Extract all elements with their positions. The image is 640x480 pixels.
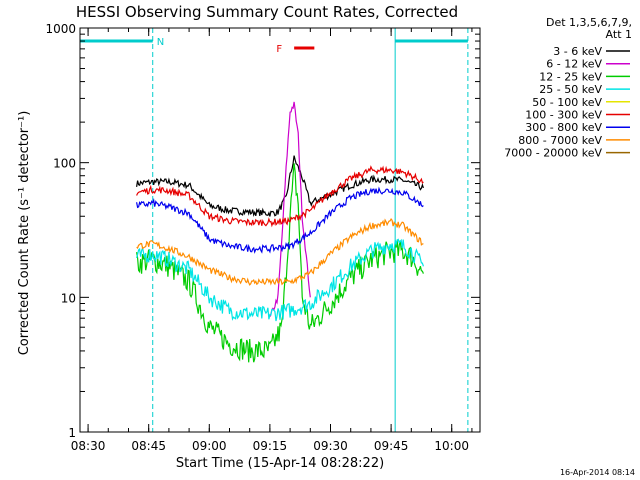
- x-tick-label-3: 09:15: [253, 439, 288, 453]
- x-tick-label-5: 09:45: [374, 439, 409, 453]
- legend-label-6: 300 - 800 keV: [525, 121, 602, 134]
- footer-stamp: 16-Apr-2014 08:14: [560, 468, 635, 477]
- series-line-6: [136, 186, 424, 254]
- series-line-0: [136, 155, 424, 218]
- plot-area: NF: [79, 28, 469, 432]
- series-line-3: [136, 238, 424, 322]
- x-tick-label-4: 09:30: [313, 439, 348, 453]
- legend-label-7: 800 - 7000 keV: [518, 134, 602, 147]
- flag-label-N: N: [157, 37, 164, 48]
- legend-label-3: 25 - 50 keV: [539, 83, 602, 96]
- y-axis: 1 10 100 1000: [45, 22, 480, 440]
- y-tick-label-2: 100: [53, 157, 76, 171]
- x-tick-label-6: 10:00: [434, 439, 469, 453]
- x-tick-label-0: 08:30: [71, 439, 106, 453]
- x-axis: 08:30 08:45 09:00 09:15 09:30 09:45 10:00: [71, 28, 473, 453]
- series-line-2: [136, 163, 424, 363]
- x-tick-label-2: 09:00: [192, 439, 227, 453]
- legend-label-4: 50 - 100 keV: [532, 96, 602, 109]
- legend-label-1: 6 - 12 keV: [546, 58, 602, 71]
- flag-label-F: F: [276, 44, 282, 55]
- y-axis-label: Corrected Count Rate (s⁻¹ detector⁻¹): [17, 111, 32, 356]
- legend-header-line-2: Att 1: [606, 28, 632, 41]
- legend-label-0: 3 - 6 keV: [553, 45, 602, 58]
- legend-label-8: 7000 - 20000 keV: [504, 147, 602, 160]
- legend-header-line-1: Det 1,3,5,6,7,9,: [546, 16, 632, 29]
- y-tick-label-3: 1000: [45, 22, 76, 36]
- series-line-1: [269, 101, 311, 318]
- plot-frame: [79, 27, 481, 433]
- x-axis-label: Start Time (15-Apr-14 08:28:22): [176, 456, 384, 471]
- y-tick-label-0: 1: [68, 426, 76, 440]
- x-tick-label-1: 08:45: [131, 439, 166, 453]
- legend-label-5: 100 - 300 keV: [525, 109, 602, 122]
- legend-label-2: 12 - 25 keV: [539, 70, 602, 83]
- series-line-5: [136, 165, 424, 228]
- series-line-7: [136, 218, 424, 286]
- chart-title: HESSI Observing Summary Count Rates, Cor…: [76, 3, 458, 21]
- y-tick-label-1: 10: [61, 291, 76, 305]
